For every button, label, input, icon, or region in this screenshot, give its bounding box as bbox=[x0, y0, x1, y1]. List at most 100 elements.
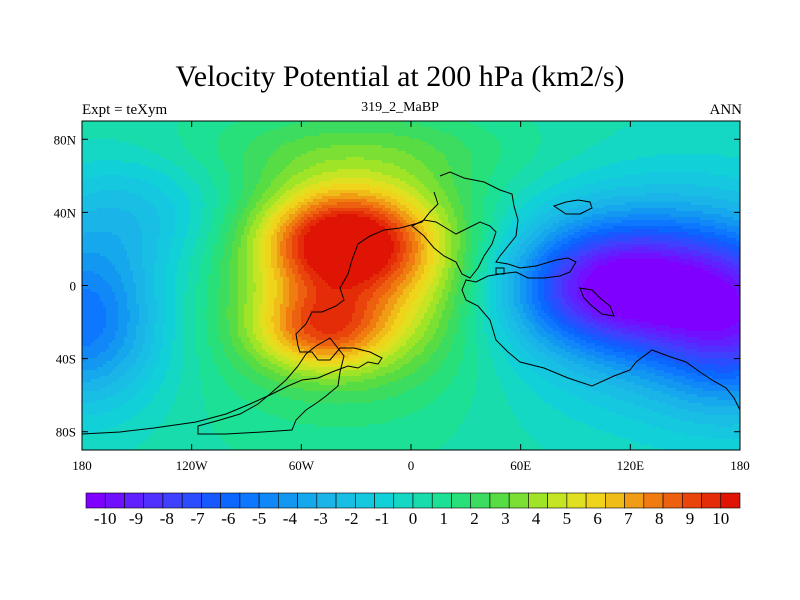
field-cell bbox=[298, 136, 302, 140]
field-cell bbox=[712, 133, 716, 137]
field-cell bbox=[319, 148, 323, 152]
field-cell bbox=[289, 133, 293, 137]
field-cell bbox=[220, 151, 224, 155]
field-cell bbox=[523, 127, 527, 131]
field-cell bbox=[667, 145, 671, 149]
field-cell bbox=[262, 187, 266, 191]
field-cell bbox=[187, 178, 191, 182]
field-cell bbox=[400, 133, 404, 137]
field-cell bbox=[604, 163, 608, 167]
field-cell bbox=[415, 160, 419, 164]
field-cell bbox=[457, 184, 461, 188]
field-cell bbox=[430, 178, 434, 182]
field-cell bbox=[481, 145, 485, 149]
field-cell bbox=[496, 127, 500, 131]
field-cell bbox=[586, 154, 590, 158]
field-cell bbox=[346, 151, 350, 155]
field-cell bbox=[355, 175, 359, 179]
field-cell bbox=[568, 124, 572, 128]
field-cell bbox=[529, 142, 533, 146]
field-cell bbox=[286, 157, 290, 161]
field-cell bbox=[421, 163, 425, 167]
field-cell bbox=[226, 145, 230, 149]
field-cell bbox=[124, 169, 128, 173]
field-cell bbox=[133, 130, 137, 134]
field-cell bbox=[571, 166, 575, 170]
field-cell bbox=[517, 166, 521, 170]
field-cell bbox=[283, 151, 287, 155]
field-cell bbox=[634, 163, 638, 167]
field-cell bbox=[403, 178, 407, 182]
field-cell bbox=[445, 130, 449, 134]
field-cell bbox=[349, 121, 353, 125]
field-cell bbox=[85, 157, 89, 161]
field-cell bbox=[535, 139, 539, 143]
field-cell bbox=[175, 139, 179, 143]
field-cell bbox=[718, 175, 722, 179]
field-cell bbox=[676, 133, 680, 137]
field-cell bbox=[436, 178, 440, 182]
field-cell bbox=[427, 151, 431, 155]
field-cell bbox=[304, 163, 308, 167]
field-cell bbox=[670, 160, 674, 164]
field-cell bbox=[217, 172, 221, 176]
field-cell bbox=[190, 136, 194, 140]
field-cell bbox=[649, 136, 653, 140]
field-cell bbox=[451, 175, 455, 179]
field-cell bbox=[145, 124, 149, 128]
field-cell bbox=[430, 139, 434, 143]
field-cell bbox=[385, 187, 389, 191]
field-cell bbox=[166, 145, 170, 149]
field-cell bbox=[292, 175, 296, 179]
field-cell bbox=[226, 181, 230, 185]
field-cell bbox=[205, 136, 209, 140]
field-cell bbox=[478, 139, 482, 143]
field-cell bbox=[586, 157, 590, 161]
field-cell bbox=[112, 163, 116, 167]
field-cell bbox=[256, 166, 260, 170]
field-cell bbox=[649, 148, 653, 152]
field-cell bbox=[691, 142, 695, 146]
field-cell bbox=[439, 187, 443, 191]
field-cell bbox=[586, 163, 590, 167]
field-cell bbox=[469, 169, 473, 173]
field-cell bbox=[142, 136, 146, 140]
field-cell bbox=[250, 175, 254, 179]
field-cell bbox=[331, 154, 335, 158]
field-cell bbox=[454, 184, 458, 188]
field-cell bbox=[217, 124, 221, 128]
field-cell bbox=[598, 139, 602, 143]
field-cell bbox=[385, 166, 389, 170]
field-cell bbox=[718, 148, 722, 152]
field-cell bbox=[574, 127, 578, 131]
field-cell bbox=[100, 124, 104, 128]
field-cell bbox=[685, 175, 689, 179]
field-cell bbox=[430, 151, 434, 155]
field-cell bbox=[187, 172, 191, 176]
field-cell bbox=[85, 130, 89, 134]
field-cell bbox=[343, 142, 347, 146]
field-cell bbox=[601, 130, 605, 134]
field-cell bbox=[118, 130, 122, 134]
field-cell bbox=[172, 160, 176, 164]
field-cell bbox=[163, 121, 167, 125]
field-cell bbox=[265, 172, 269, 176]
field-cell bbox=[463, 148, 467, 152]
field-cell bbox=[220, 139, 224, 143]
field-cell bbox=[619, 133, 623, 137]
field-cell bbox=[556, 133, 560, 137]
field-cell bbox=[442, 187, 446, 191]
field-cell bbox=[622, 127, 626, 131]
field-cell bbox=[322, 151, 326, 155]
field-cell bbox=[379, 136, 383, 140]
field-cell bbox=[421, 178, 425, 182]
field-cell bbox=[130, 172, 134, 176]
field-cell bbox=[226, 124, 230, 128]
field-cell bbox=[466, 163, 470, 167]
field-cell bbox=[85, 172, 89, 176]
field-cell bbox=[232, 178, 236, 182]
field-cell bbox=[703, 151, 707, 155]
field-cell bbox=[403, 148, 407, 152]
field-cell bbox=[736, 148, 740, 152]
field-cell bbox=[196, 136, 200, 140]
